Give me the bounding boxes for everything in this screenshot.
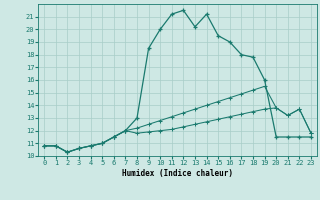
X-axis label: Humidex (Indice chaleur): Humidex (Indice chaleur): [122, 169, 233, 178]
